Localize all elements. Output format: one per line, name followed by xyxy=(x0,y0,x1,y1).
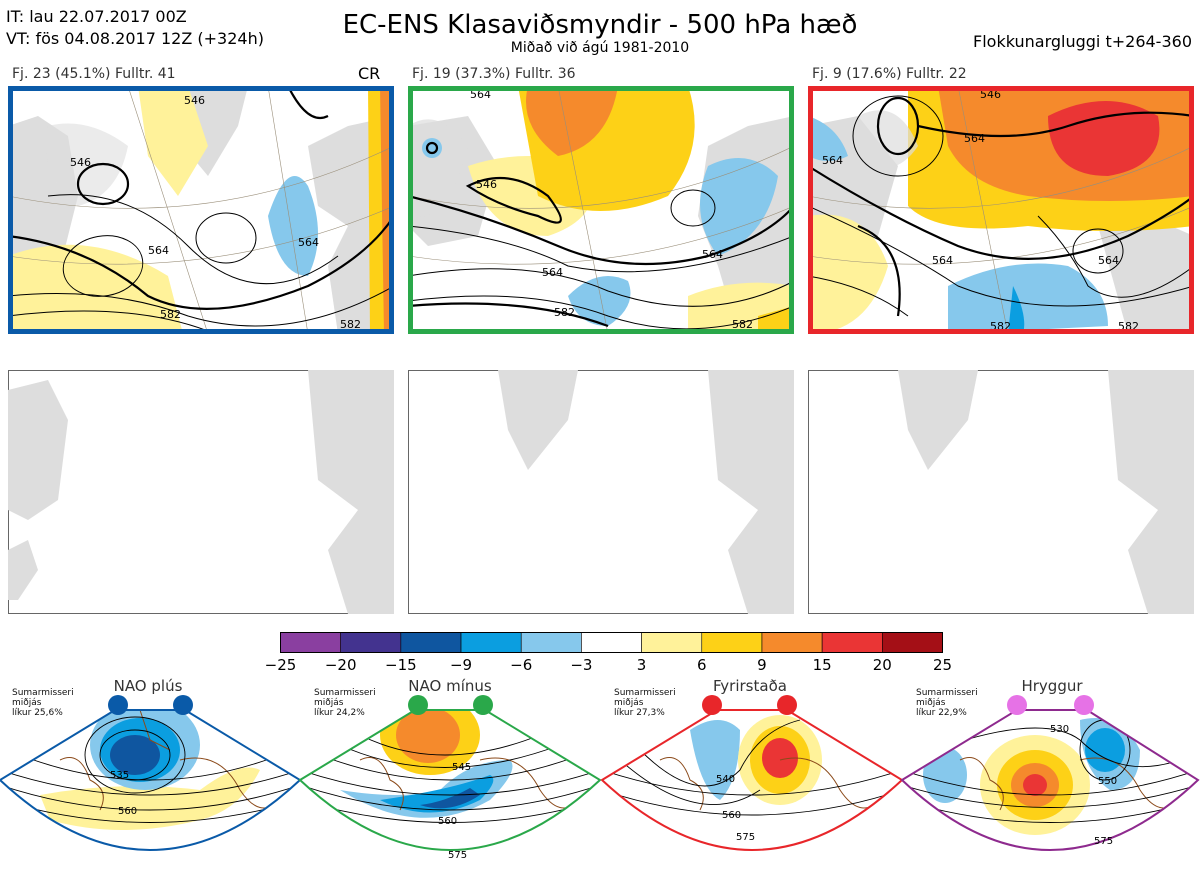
regime-4-info: Sumarmisseri miðjás líkur 22,9% xyxy=(916,688,978,718)
colorbar-cell xyxy=(280,632,341,653)
valid-time: VT: fös 04.08.2017 12Z (+324h) xyxy=(6,29,264,48)
colorbar-cell xyxy=(882,632,943,653)
cluster-2-contour-label: 582 xyxy=(554,306,575,319)
cluster-1-map: 546 564 582 546 564 582 xyxy=(8,86,394,334)
cluster-1-flag: CR xyxy=(358,64,381,83)
cluster-2-label: Fj. 19 (37.3%) Fulltr. 36 xyxy=(412,66,576,82)
cluster-1-contour-label: 582 xyxy=(340,318,361,331)
regime-1-marker xyxy=(108,695,128,715)
colorbar-tick: −9 xyxy=(449,656,473,674)
regime-4-contour-label: 530 xyxy=(1050,724,1069,735)
cluster-2-contour-label: 582 xyxy=(732,318,753,331)
regime-2-marker xyxy=(408,695,428,715)
colorbar-cell xyxy=(821,632,883,653)
cluster-2-map: 564 546 564 582 564 582 xyxy=(408,86,794,334)
header-times: IT: lau 22.07.2017 00Z VT: fös 04.08.201… xyxy=(6,6,264,50)
cluster-3-label: Fj. 9 (17.6%) Fulltr. 22 xyxy=(812,66,967,82)
colorbar-cell xyxy=(581,632,642,653)
regime-3-contour-label: 560 xyxy=(722,810,741,821)
colorbar-tick: 9 xyxy=(757,656,767,674)
regime-3-title: Fyrirstaða xyxy=(713,677,787,695)
cluster-1-contour-label: 564 xyxy=(298,236,319,249)
page-title: EC-ENS Klasaviðsmyndir - 500 hPa hæð xyxy=(342,10,858,40)
cluster-2-contour-label: 564 xyxy=(470,88,491,101)
colorbar-cell xyxy=(400,632,462,653)
regime-2-info: Sumarmisseri miðjás líkur 24,2% xyxy=(314,688,376,718)
regime-2-title: NAO mínus xyxy=(408,677,492,695)
cluster-3-contour-label: 564 xyxy=(1098,254,1119,267)
cluster-3-border xyxy=(808,86,1194,334)
cluster-1-contour-label: 546 xyxy=(184,94,205,107)
cluster-2-contour-label: 564 xyxy=(542,266,563,279)
colorbar-cell xyxy=(460,632,522,653)
colorbar-tick: −3 xyxy=(570,656,593,674)
colorbar-cell xyxy=(340,632,402,653)
regime-4-contour-label: 575 xyxy=(1094,836,1113,847)
blank-map-1 xyxy=(8,370,394,614)
regime-4-marker xyxy=(1074,695,1094,715)
cluster-1-contour-label: 582 xyxy=(160,308,181,321)
cluster-1-contour-label: 546 xyxy=(70,156,91,169)
cluster-3-contour-label: 564 xyxy=(822,154,843,167)
regime-3-marker xyxy=(702,695,722,715)
regime-maps: 535 560 545 560 575 xyxy=(0,695,1200,861)
regime-1-marker xyxy=(173,695,193,715)
blank-map-3 xyxy=(808,370,1194,614)
regime-2-contour-label: 575 xyxy=(448,850,467,861)
regime-2-contour-label: 560 xyxy=(438,816,457,827)
cluster-3-contour-label: 546 xyxy=(980,88,1001,101)
colorbar-cell xyxy=(761,632,823,653)
colorbar-tick: 25 xyxy=(932,656,953,674)
cluster-2-contour-label: 564 xyxy=(702,248,723,261)
colorbar-cell xyxy=(520,632,582,653)
colorbar-tick: 3 xyxy=(636,656,647,674)
classification-window: Flokkunargluggi t+264-360 xyxy=(973,32,1192,51)
cluster-1-border xyxy=(8,86,394,334)
colorbar-cell xyxy=(701,632,763,653)
colorbar-tick: −25 xyxy=(264,656,297,674)
regime-4-contour-label: 550 xyxy=(1098,776,1117,787)
cluster-1-contour-label: 564 xyxy=(148,244,169,257)
regime-2-marker xyxy=(473,695,493,715)
page-subtitle: Miðað við ágú 1981-2010 xyxy=(510,40,690,56)
cluster-3-map: 564 564 564 582 564 582 546 xyxy=(808,86,1194,334)
regime-1-contour-label: 560 xyxy=(118,806,137,817)
regime-1-title: NAO plús xyxy=(113,677,183,695)
cluster-2-contour-label: 546 xyxy=(476,178,497,191)
colorbar-tick: 20 xyxy=(872,656,892,674)
regime-3-info: Sumarmisseri miðjás líkur 27,3% xyxy=(614,688,676,718)
regime-1-contour-label: 535 xyxy=(110,770,129,781)
regime-3-marker xyxy=(777,695,797,715)
initial-time: IT: lau 22.07.2017 00Z xyxy=(6,7,187,26)
colorbar-tick: −15 xyxy=(385,656,417,674)
regime-2-contour-label: 545 xyxy=(452,762,471,773)
colorbar-tick: 6 xyxy=(696,656,707,674)
cluster-1-label: Fj. 23 (45.1%) Fulltr. 41 xyxy=(12,66,176,82)
colorbar-tick: 15 xyxy=(812,656,832,674)
colorbar-cell xyxy=(641,632,703,653)
regime-4-marker xyxy=(1007,695,1027,715)
regime-3-contour-label: 575 xyxy=(736,832,755,843)
cluster-2-border xyxy=(408,86,794,334)
colorbar-tick: −6 xyxy=(510,656,533,674)
colorbar-tick: −20 xyxy=(324,656,357,674)
regime-4-title: Hryggur xyxy=(1021,677,1083,695)
anomaly-colorbar xyxy=(280,632,943,653)
regime-3-contour-label: 540 xyxy=(716,774,735,785)
blank-map-2 xyxy=(408,370,794,614)
regime-1-info: Sumarmisseri miðjás líkur 25,6% xyxy=(12,688,74,718)
cluster-3-contour-label: 564 xyxy=(964,132,985,145)
cluster-3-contour-label: 564 xyxy=(932,254,953,267)
